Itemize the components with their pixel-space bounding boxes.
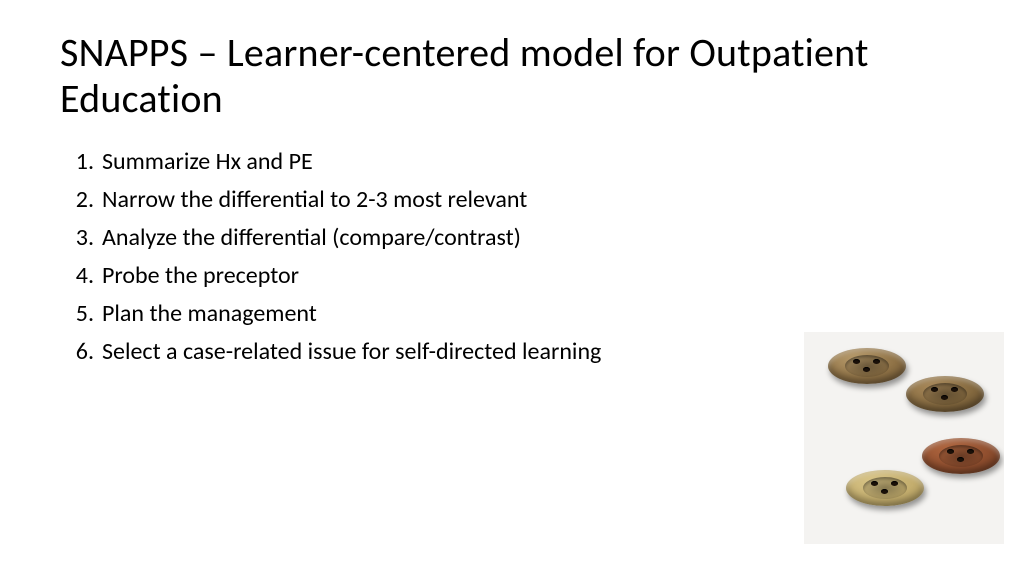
button-icon — [828, 348, 906, 384]
buttons-image — [804, 332, 1004, 544]
slide-title: SNAPPS – Learner-centered model for Outp… — [60, 30, 964, 122]
list-item: Plan the management — [60, 296, 964, 332]
slide: SNAPPS – Learner-centered model for Outp… — [0, 0, 1024, 576]
list-item: Narrow the differential to 2-3 most rele… — [60, 182, 964, 218]
list-item: Analyze the differential (compare/contra… — [60, 220, 964, 256]
list-item: Summarize Hx and PE — [60, 144, 964, 180]
button-icon — [846, 470, 924, 506]
button-icon — [922, 438, 1000, 474]
button-icon — [906, 376, 984, 412]
list-item: Probe the preceptor — [60, 258, 964, 294]
